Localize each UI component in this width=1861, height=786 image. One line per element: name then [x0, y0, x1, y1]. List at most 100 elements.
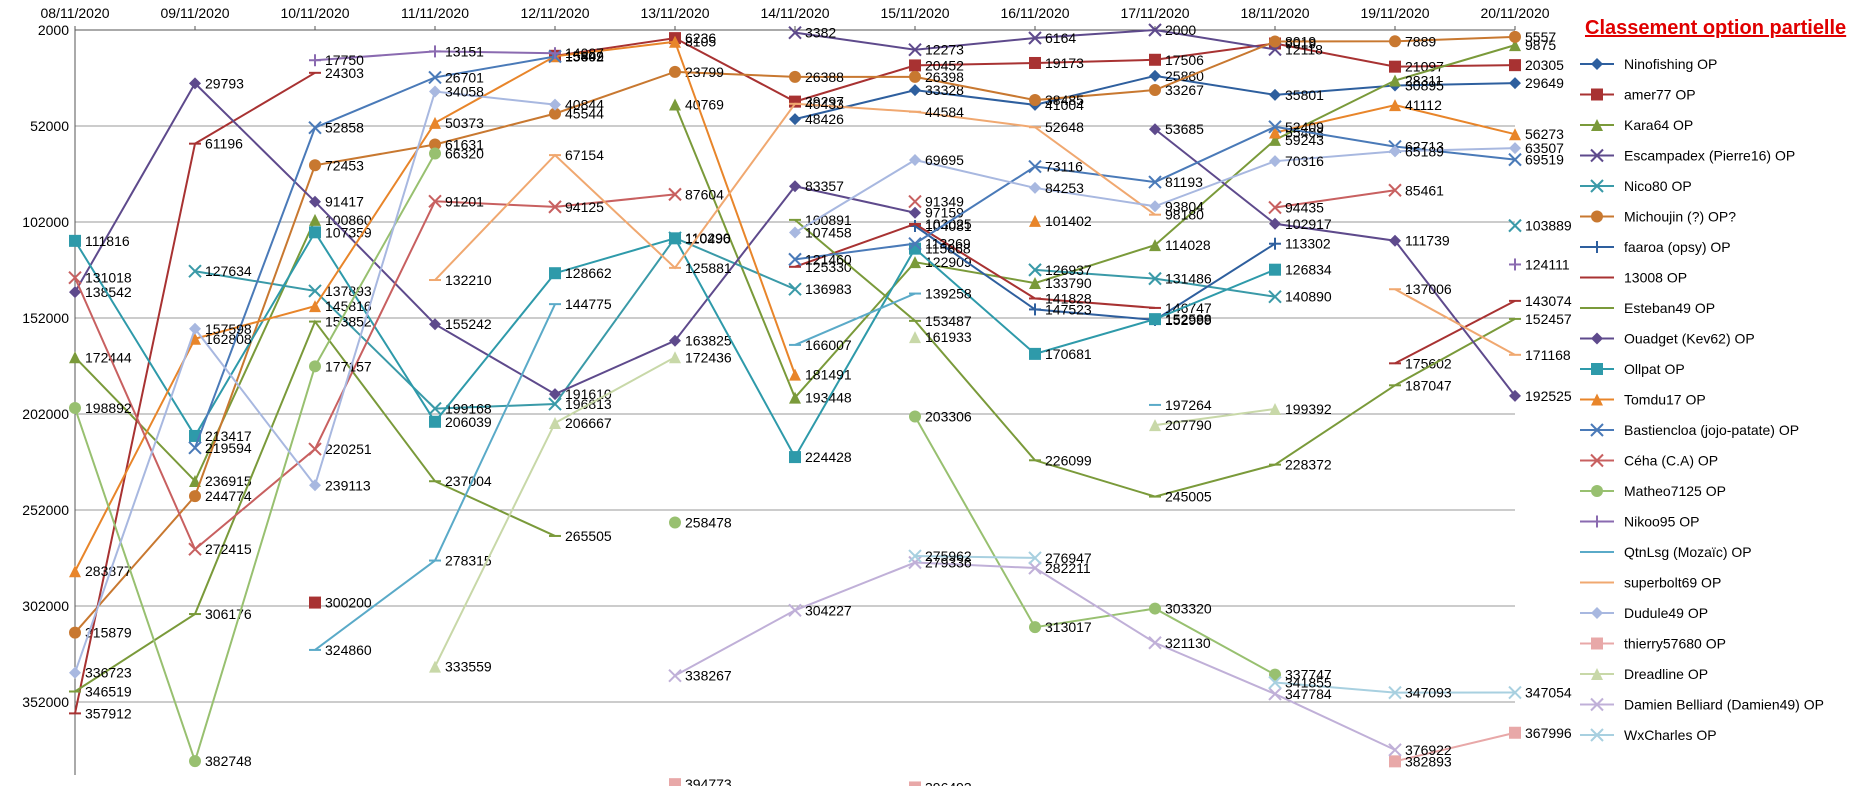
- data-label: 44584: [925, 104, 964, 120]
- series-line: [1154, 128, 1516, 397]
- data-label: 2000: [1165, 22, 1196, 38]
- data-label: 98180: [1165, 207, 1204, 223]
- data-point: [309, 360, 321, 373]
- data-point-stroke: [1148, 175, 1162, 189]
- data-point: [908, 236, 922, 251]
- data-point: [1591, 210, 1603, 223]
- data-point-stroke: [1590, 179, 1604, 193]
- data-label: 40769: [685, 96, 724, 112]
- data-point: [669, 35, 681, 48]
- data-point-stroke: [788, 252, 802, 267]
- series-line: [794, 292, 916, 346]
- data-point-stroke: [908, 43, 922, 57]
- data-label: 69519: [1525, 152, 1564, 168]
- legend-label: Tomdu17 OP: [1624, 392, 1706, 408]
- legend-label: Ollpat OP: [1624, 361, 1685, 377]
- data-point: [909, 781, 921, 786]
- data-point: [1591, 393, 1603, 406]
- data-point: [1591, 607, 1603, 619]
- data-point: [1509, 77, 1521, 90]
- data-point: [1028, 31, 1042, 45]
- y-tick-label: 2000: [38, 22, 69, 38]
- legend-label: amer77 OP: [1624, 87, 1696, 103]
- data-label: 219594: [205, 440, 252, 456]
- data-label: 177157: [325, 358, 372, 374]
- data-label: 91201: [445, 193, 484, 209]
- x-tick-label: 14/11/2020: [760, 5, 829, 21]
- data-point: [909, 153, 921, 166]
- data-label: 132210: [445, 272, 492, 288]
- data-point-stroke: [1268, 687, 1282, 701]
- data-point: [428, 401, 442, 416]
- data-point-stroke: [788, 25, 802, 40]
- data-point-stroke: [1590, 423, 1604, 437]
- data-point: [549, 107, 561, 120]
- data-point: [788, 25, 802, 40]
- data-point-stroke: [1508, 152, 1522, 167]
- legend-entry: Escampadex (Pierre16) OP: [1580, 148, 1795, 164]
- data-point: [1591, 363, 1603, 375]
- data-label: 35801: [1285, 87, 1324, 103]
- x-tick-label: 16/11/2020: [1000, 5, 1069, 21]
- legend-entry: Matheo7125 OP: [1580, 483, 1726, 499]
- data-label: 66320: [445, 146, 484, 162]
- data-label: 224428: [805, 449, 852, 465]
- data-point-stroke: [188, 542, 202, 556]
- data-label: 138542: [85, 284, 132, 300]
- data-label: 69695: [925, 152, 964, 168]
- data-label: 15692: [565, 48, 604, 64]
- x-tick-label: 13/11/2020: [640, 5, 709, 21]
- data-point-stroke: [428, 194, 442, 208]
- legend-entry: amer77 OP: [1580, 87, 1696, 103]
- data-point: [788, 282, 802, 296]
- legend-entry: Dreadline OP: [1580, 666, 1708, 682]
- data-point-stroke: [188, 264, 202, 278]
- data-point: [1389, 74, 1401, 87]
- data-point: [789, 368, 801, 381]
- data-point: [189, 322, 201, 335]
- data-label: 347784: [1285, 686, 1332, 702]
- data-label: 23799: [685, 64, 724, 80]
- series-14: 198892 382748 177157 66320 258478 203306 31301…: [69, 146, 1332, 769]
- data-label: 17750: [325, 52, 364, 68]
- data-label: 258478: [685, 514, 732, 530]
- data-label: 121460: [805, 251, 852, 267]
- data-label: 125330: [805, 259, 852, 275]
- data-label: 20305: [1525, 57, 1564, 73]
- data-point: [789, 180, 801, 193]
- data-point: [909, 70, 921, 83]
- data-point: [1590, 728, 1604, 742]
- data-point: [308, 120, 322, 135]
- x-tick-label: 10/11/2020: [280, 5, 349, 21]
- data-point: [549, 98, 561, 111]
- data-label: 136983: [805, 281, 852, 297]
- data-point-stroke: [788, 282, 802, 296]
- data-label: 8019: [1285, 34, 1316, 50]
- data-point: [188, 264, 202, 278]
- data-label: 29793: [205, 75, 244, 91]
- data-label: 25880: [1165, 68, 1204, 84]
- data-label: 103889: [1525, 218, 1572, 234]
- data-point-stroke: [1590, 148, 1604, 163]
- data-point: [69, 666, 81, 679]
- data-label: 107359: [325, 224, 372, 240]
- data-label: 33328: [925, 82, 964, 98]
- data-point: [1149, 602, 1161, 615]
- data-point-stroke: [1388, 685, 1402, 700]
- data-point: [789, 95, 801, 108]
- data-point: [669, 778, 681, 786]
- data-label: 163825: [685, 333, 732, 349]
- legend-label: Nico80 OP: [1624, 178, 1692, 194]
- data-point: [1028, 263, 1042, 277]
- data-point: [909, 256, 921, 269]
- legend-entry: Céha (C.A) OP: [1580, 453, 1718, 469]
- data-label: 14087: [565, 45, 604, 61]
- data-label: 220251: [325, 441, 372, 457]
- x-tick-label: 19/11/2020: [1360, 5, 1429, 21]
- data-label: 394773: [685, 776, 732, 786]
- data-label: 133790: [1045, 275, 1092, 291]
- data-label: 50373: [445, 115, 484, 131]
- series-line: [794, 222, 1156, 309]
